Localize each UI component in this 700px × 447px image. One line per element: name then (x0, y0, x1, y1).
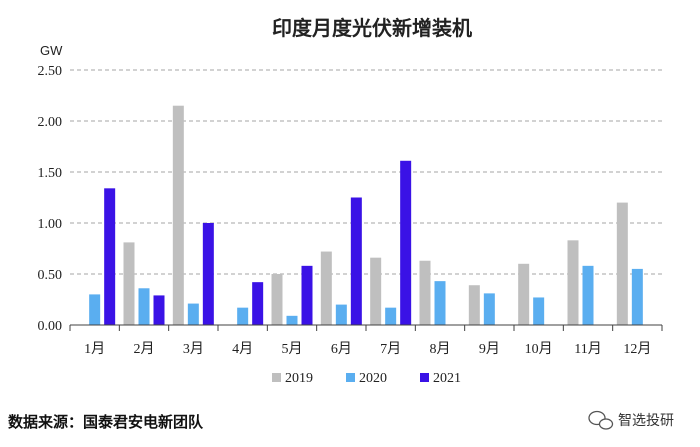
x-tick-label: 12月 (623, 341, 651, 357)
bar-2020-3 (187, 303, 199, 325)
wechat-icon (588, 410, 614, 430)
bar-2020-10 (533, 297, 545, 325)
x-tick-label: 8月 (430, 341, 451, 357)
x-tick-label: 9月 (479, 341, 500, 357)
y-tick-label: 2.50 (38, 64, 63, 79)
bar-2021-5 (301, 265, 313, 325)
y-tick-label: 2.00 (38, 115, 63, 130)
chart-title: 印度月度光伏新增装机 (272, 16, 472, 40)
bar-2020-12 (631, 268, 643, 325)
bar-2019-7 (370, 257, 382, 325)
gridlines (70, 69, 662, 275)
bar-2021-6 (350, 197, 362, 325)
x-axis-ticks: 1月 2月 3月 4月 5月 6月 7月 8月 9月 10月 11月 12月 (84, 341, 651, 357)
source-note: 数据来源：国泰君安电新团队 (8, 413, 204, 431)
bar-2020-4 (237, 307, 249, 325)
x-axis (69, 324, 663, 331)
bar-2021-3 (202, 223, 214, 325)
brand: 智选投研 (588, 410, 674, 430)
legend-swatch-2020 (346, 373, 355, 382)
bar-2020-2 (138, 288, 150, 325)
x-tick-label: 7月 (380, 341, 401, 357)
y-axis-ticks: 0.00 0.50 1.00 1.50 2.00 2.50 (38, 64, 63, 334)
y-tick-label: 0.50 (38, 268, 63, 283)
bar-2019-10 (518, 263, 530, 325)
x-tick-label: 10月 (525, 341, 553, 357)
x-tick-label: 1月 (84, 341, 105, 357)
bar-2019-12 (616, 202, 628, 325)
bar-2021-1 (104, 188, 116, 325)
bar-2020-1 (89, 294, 101, 325)
bar-2019-11 (567, 240, 579, 325)
bar-2020-5 (286, 315, 298, 325)
bars (89, 105, 643, 325)
bar-2020-11 (582, 265, 594, 325)
bar-2019-3 (172, 105, 184, 325)
y-axis-unit: GW (40, 43, 63, 58)
x-tick-label: 4月 (232, 341, 253, 357)
legend-swatch-2019 (272, 373, 281, 382)
legend: 2019 2020 2021 (272, 371, 461, 386)
x-tick-label: 6月 (331, 341, 352, 357)
bar-2021-2 (153, 295, 165, 325)
bar-2019-5 (271, 274, 283, 325)
legend-label-2020: 2020 (359, 371, 387, 386)
bar-2019-9 (468, 285, 480, 325)
legend-label-2021: 2021 (433, 371, 461, 386)
x-tick-label: 3月 (183, 341, 204, 357)
x-tick-label: 11月 (574, 341, 601, 357)
legend-swatch-2021 (420, 373, 429, 382)
x-tick-label: 2月 (134, 341, 155, 357)
bar-2021-4 (252, 282, 264, 325)
brand-name: 智选投研 (618, 413, 674, 429)
legend-label-2019: 2019 (285, 371, 313, 386)
bar-2019-2 (123, 242, 135, 325)
bar-2020-9 (483, 293, 495, 325)
y-tick-label: 0.00 (38, 319, 63, 334)
bar-2020-8 (434, 281, 446, 325)
y-tick-label: 1.00 (38, 217, 63, 232)
y-tick-label: 1.50 (38, 166, 63, 181)
bar-2019-6 (320, 251, 332, 325)
bar-2020-6 (335, 304, 347, 325)
bar-2021-7 (400, 160, 412, 325)
bar-2019-8 (419, 260, 431, 325)
x-tick-label: 5月 (282, 341, 303, 357)
bar-2020-7 (385, 307, 397, 325)
